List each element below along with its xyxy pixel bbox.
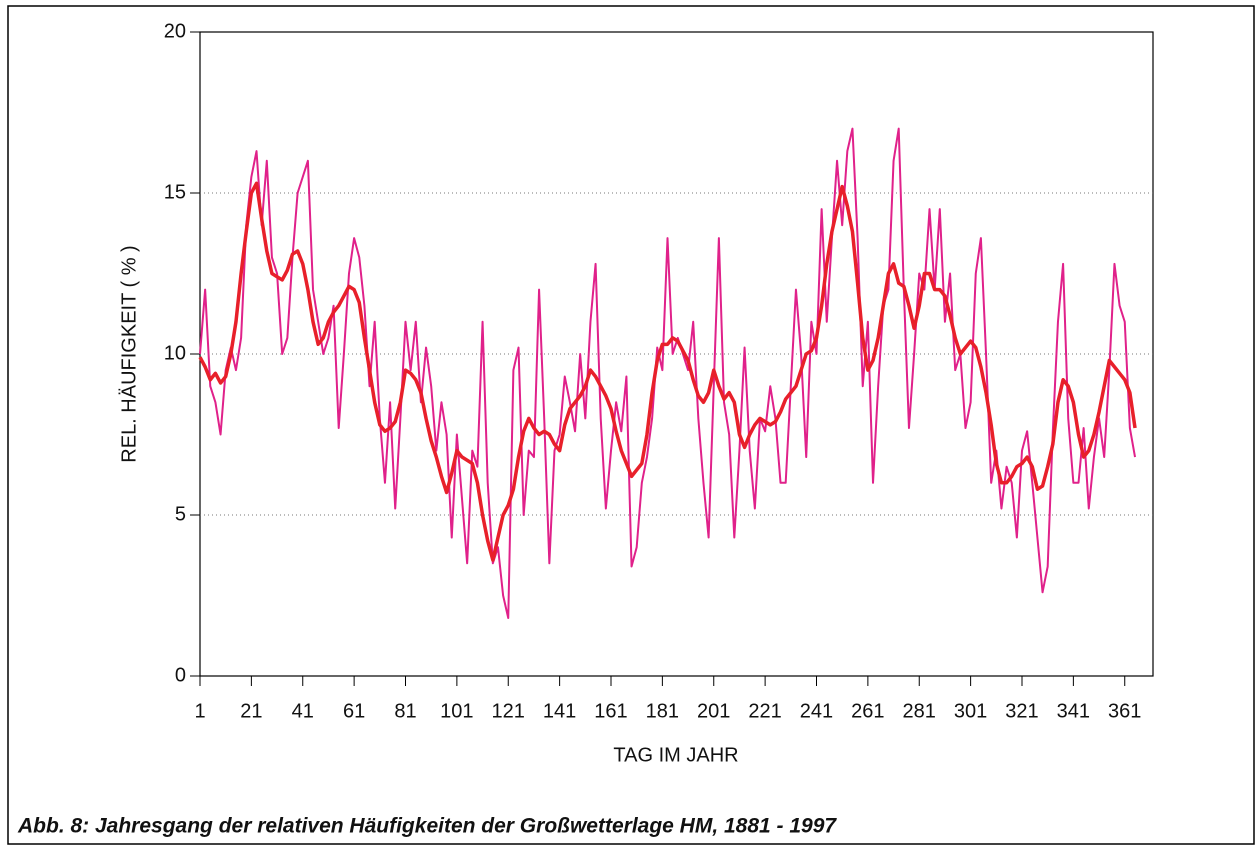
y-tick-label: 20: [164, 20, 186, 42]
data-line: [199, 127, 1137, 620]
x-tick-label: 141: [543, 700, 576, 722]
x-tick-label: 201: [697, 700, 730, 722]
x-axis-label: TAG IM JAHR: [613, 744, 738, 766]
x-tick-label: 181: [646, 700, 679, 722]
chart-title: Abb. 8: Jahresgang der relativen Häufigk…: [17, 815, 837, 838]
y-tick-label: 10: [164, 342, 186, 364]
y-tick-label: 5: [175, 503, 186, 525]
x-tick-label: 221: [748, 700, 781, 722]
x-tick-label: 1: [194, 700, 205, 722]
x-tick-label: 101: [440, 700, 473, 722]
y-axis-label: REL. HÄUFIGKEIT ( % ): [118, 245, 140, 462]
y-tick-label: 0: [175, 664, 186, 686]
x-tick-label: 261: [851, 700, 884, 722]
x-tick-label: 161: [594, 700, 627, 722]
x-tick-label: 41: [292, 700, 314, 722]
x-tick-label: 281: [903, 700, 936, 722]
x-tick-label: 121: [492, 700, 525, 722]
x-tick-label: 241: [800, 700, 833, 722]
data-line: [198, 181, 1137, 562]
y-tick-label: 15: [164, 181, 186, 203]
x-tick-label: 61: [343, 700, 365, 722]
frame: [7, 5, 1255, 845]
x-tick-label: 81: [394, 700, 416, 722]
x-tick-label: 21: [240, 700, 262, 722]
x-tick-label: 361: [1108, 700, 1141, 722]
x-tick-label: 341: [1057, 700, 1090, 722]
x-tick-label: 321: [1005, 700, 1038, 722]
x-tick-label: 301: [954, 700, 987, 722]
